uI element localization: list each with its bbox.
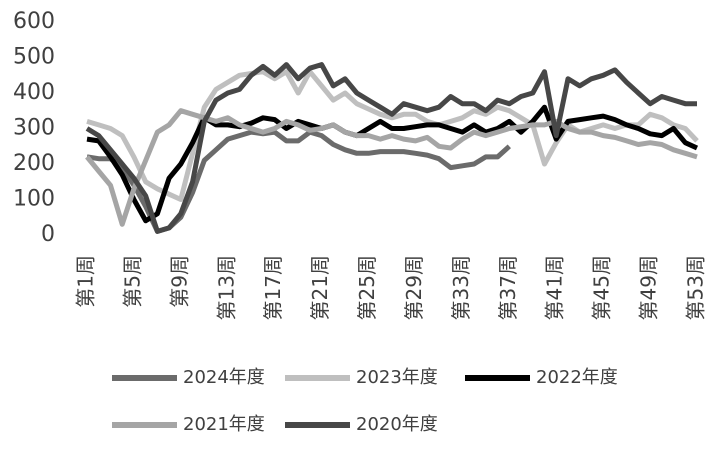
- series-line: [85, 108, 698, 227]
- series-line: [86, 69, 699, 202]
- legend-label: 2021年度: [183, 414, 265, 435]
- x-tick-label: 第33周: [449, 255, 473, 320]
- x-tick-label: 第1周: [74, 255, 98, 308]
- y-tick-label: 100: [13, 187, 55, 212]
- series-line: [86, 104, 699, 224]
- legend-label: 2023年度: [356, 367, 438, 388]
- x-tick-label: 第41周: [543, 255, 567, 320]
- legend-label: 2022年度: [536, 367, 618, 388]
- legend-label: 2024年度: [183, 367, 265, 388]
- x-tick-label: 第25周: [355, 255, 379, 320]
- series-line: [85, 62, 697, 234]
- x-tick-label: 第13周: [214, 255, 238, 320]
- y-tick-label: 600: [13, 9, 55, 34]
- legend-label: 2020年度: [356, 414, 438, 435]
- y-tick-label: 0: [41, 222, 55, 247]
- x-tick-label: 第17周: [261, 255, 285, 320]
- x-tick-label: 第37周: [496, 255, 520, 320]
- y-tick-label: 200: [13, 151, 55, 176]
- y-tick-label: 300: [13, 116, 55, 141]
- x-tick-label: 第49周: [637, 255, 661, 320]
- y-tick-label: 500: [13, 45, 55, 70]
- x-tick-label: 第29周: [402, 255, 426, 320]
- x-tick-label: 第53周: [684, 255, 708, 320]
- x-tick-label: 第9周: [167, 255, 191, 308]
- x-tick-label: 第5周: [120, 255, 144, 308]
- x-tick-label: 第45周: [590, 255, 614, 320]
- y-tick-label: 400: [13, 80, 55, 105]
- x-tick-label: 第21周: [308, 255, 332, 320]
